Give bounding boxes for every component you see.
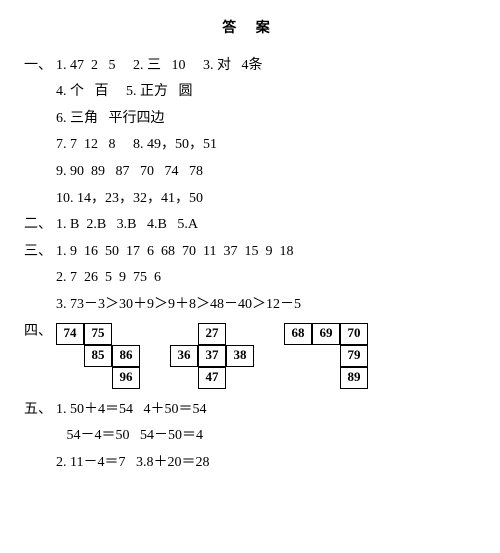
grid-cell: 74 [56, 323, 84, 345]
section-4: 四、 7475858696 2736373847 6869707989 [24, 319, 476, 391]
figure-a: 7475858696 [56, 323, 142, 391]
section-2-label: 二、 [24, 212, 56, 239]
section-1-label: 一、 [24, 53, 56, 80]
grid-cell: 89 [340, 367, 368, 389]
section-3: 三、 1. 9 16 50 17 6 68 70 11 37 15 9 18 2… [24, 239, 476, 319]
s1-l2: 6. 三角 平行四边 [56, 106, 476, 133]
grid-cell: 96 [112, 367, 140, 389]
s1-l0: 1. 47 2 5 2. 三 10 3. 对 4条 [56, 53, 476, 80]
s5-l2: 2. 11－4＝7 3.8＋20＝28 [56, 450, 476, 477]
grid-cell: 69 [312, 323, 340, 345]
grid-cell: 86 [112, 345, 140, 367]
s1-l4: 9. 90 89 87 70 74 78 [56, 159, 476, 186]
s3-l1: 2. 7 26 5 9 75 6 [56, 265, 476, 292]
s1-l1: 4. 个 百 5. 正方 圆 [56, 79, 476, 106]
figure-b: 2736373847 [170, 323, 256, 391]
s5-l0: 1. 50＋4＝54 4＋50＝54 [56, 397, 476, 424]
grid-cell: 85 [84, 345, 112, 367]
grid-cell: 75 [84, 323, 112, 345]
section-1: 一、 1. 47 2 5 2. 三 10 3. 对 4条 4. 个 百 5. 正… [24, 53, 476, 213]
s2-l0: 1. B 2.B 3.B 4.B 5.A [56, 212, 476, 239]
grid-cell: 38 [226, 345, 254, 367]
section-4-label: 四、 [24, 319, 56, 346]
section-5: 五、 1. 50＋4＝54 4＋50＝54 54－4＝50 54－50＝4 2.… [24, 397, 476, 477]
figure-c: 6869707989 [284, 323, 370, 391]
grid-cell: 47 [198, 367, 226, 389]
s1-l3: 7. 7 12 8 8. 49，50，51 [56, 132, 476, 159]
section-5-label: 五、 [24, 397, 56, 424]
s1-l5: 10. 14，23，32，41，50 [56, 186, 476, 213]
s3-l0: 1. 9 16 50 17 6 68 70 11 37 15 9 18 [56, 239, 476, 266]
grid-cell: 70 [340, 323, 368, 345]
grid-cell: 37 [198, 345, 226, 367]
s3-l2: 3. 73－3＞30＋9＞9＋8＞48－40＞12－5 [56, 292, 476, 319]
grid-cell: 68 [284, 323, 312, 345]
grid-cell: 79 [340, 345, 368, 367]
section-2: 二、 1. B 2.B 3.B 4.B 5.A [24, 212, 476, 239]
grid-cell: 27 [198, 323, 226, 345]
answer-title: 答 案 [24, 16, 476, 43]
s5-l1: 54－4＝50 54－50＝4 [56, 423, 476, 450]
section-3-label: 三、 [24, 239, 56, 266]
grid-cell: 36 [170, 345, 198, 367]
